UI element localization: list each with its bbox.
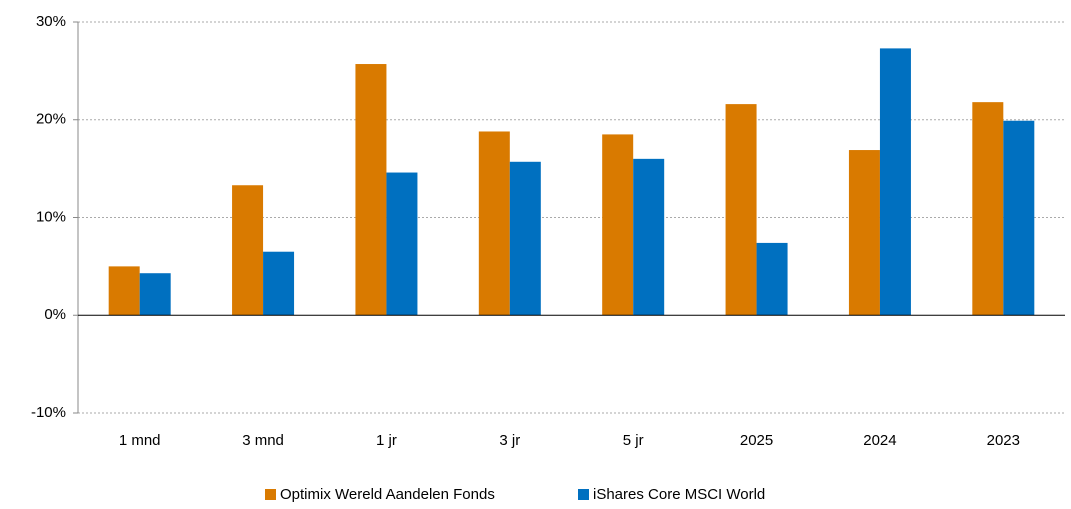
x-tick-label: 3 jr	[499, 432, 520, 449]
y-tick-label: -10%	[31, 404, 66, 421]
legend-label: Optimix Wereld Aandelen Fonds	[280, 486, 495, 503]
x-tick-label: 3 mnd	[242, 432, 284, 449]
y-tick-label: 30%	[36, 13, 66, 30]
legend-label: iShares Core MSCI World	[593, 486, 765, 503]
x-tick-label: 1 mnd	[119, 432, 161, 449]
bar	[478, 131, 510, 316]
x-tick-label: 2024	[863, 432, 896, 449]
x-tick-label: 5 jr	[623, 432, 644, 449]
x-tick-label: 2023	[987, 432, 1020, 449]
bar	[263, 251, 295, 316]
bar	[972, 102, 1004, 316]
y-tick-label: 20%	[36, 111, 66, 128]
x-tick-label: 1 jr	[376, 432, 397, 449]
y-tick-label: 0%	[44, 306, 66, 323]
bar	[756, 242, 788, 316]
bar	[108, 266, 140, 316]
bar	[386, 172, 418, 316]
bar	[139, 273, 171, 316]
y-tick-label: 10%	[36, 208, 66, 225]
bar	[602, 134, 634, 316]
bar	[1003, 120, 1035, 316]
legend-swatch	[265, 489, 276, 500]
bar	[633, 158, 665, 316]
x-tick-label: 2025	[740, 432, 773, 449]
bar	[232, 185, 264, 316]
legend-swatch	[578, 489, 589, 500]
bar	[355, 64, 387, 316]
bar	[879, 48, 911, 316]
bar	[725, 104, 757, 316]
bar	[848, 150, 880, 316]
bar	[509, 161, 541, 316]
